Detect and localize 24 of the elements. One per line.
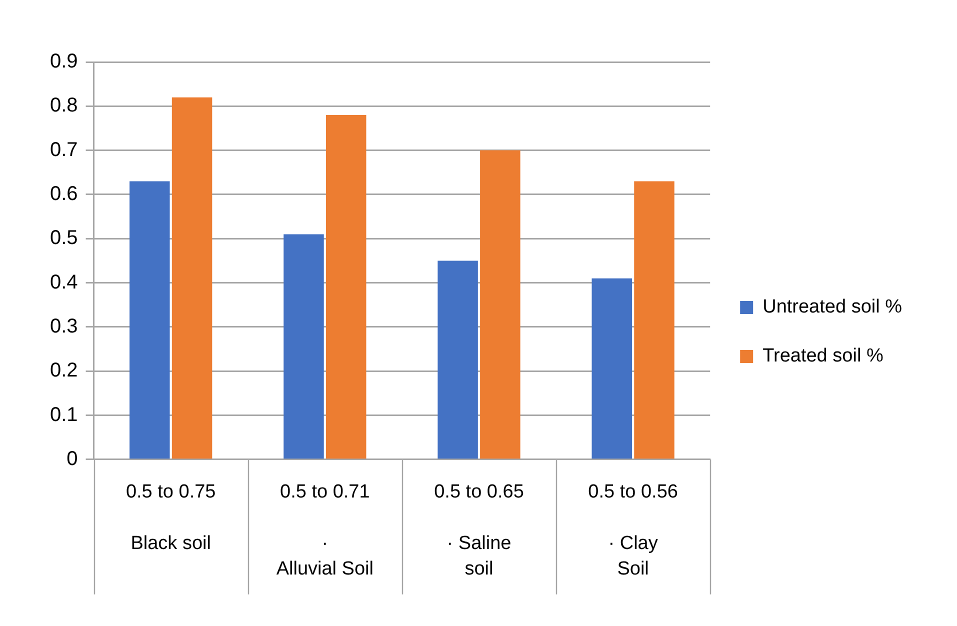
y-tick-label: 0 xyxy=(66,448,78,470)
y-tick-label: 0.6 xyxy=(50,182,78,205)
bar xyxy=(634,181,674,459)
category-label: 0.5 to 0.71 · Alluvial Soil xyxy=(276,481,374,580)
bar xyxy=(284,234,324,459)
bar xyxy=(480,150,520,459)
y-tick-label: 0.7 xyxy=(50,138,78,161)
y-tick-label: 0.1 xyxy=(50,404,78,426)
legend-label: Untreated soil % xyxy=(762,296,902,318)
y-tick-label: 0.8 xyxy=(50,94,78,117)
category-label: 0.5 to 0.65 · Saline soil xyxy=(434,481,524,580)
bar xyxy=(130,181,170,459)
category-label: 0.5 to 0.75 Black soil xyxy=(126,481,216,554)
bar xyxy=(326,114,366,459)
y-tick-label: 0.9 xyxy=(50,50,78,73)
bar xyxy=(172,97,212,459)
bar xyxy=(592,278,632,459)
y-tick-label: 0.3 xyxy=(50,315,78,338)
legend-label: Treated soil % xyxy=(762,346,884,367)
bar xyxy=(438,260,478,459)
y-tick-label: 0.5 xyxy=(50,227,78,250)
category-label: 0.5 to 0.56 · Clay Soil xyxy=(588,481,678,580)
y-tick-label: 0.4 xyxy=(50,271,78,294)
y-tick-label: 0.2 xyxy=(50,360,78,382)
